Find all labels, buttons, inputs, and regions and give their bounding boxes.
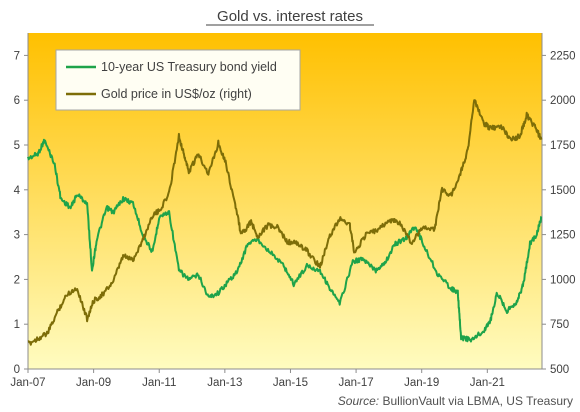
series-gold-price-line [27, 99, 543, 346]
x-axis-ticks: Jan-07 Jan-09 Jan-11 Jan-13 Jan-15 Jan-17 Jan-… [10, 369, 505, 389]
right-y-tick-label: 1000 [550, 274, 576, 286]
left-y-tick-label: 6 [14, 95, 20, 107]
left-y-tick-label: 3 [14, 230, 20, 242]
source-note: Source: BullionVault via LBMA, US Treasu… [338, 394, 573, 408]
right-y-tick-label: 1250 [550, 230, 576, 242]
x-tick-label: Jan-11 [142, 377, 176, 389]
legend-box [55, 49, 301, 111]
left-y-tick-label: 4 [14, 185, 21, 197]
source-label: Source: [338, 394, 379, 408]
right-y-tick-label: 2250 [550, 50, 576, 62]
left-y-tick-label: 1 [14, 319, 20, 331]
x-tick-label: Jan-15 [273, 377, 308, 389]
x-tick-label: Jan-07 [10, 377, 45, 389]
legend: 10-year US Treasury bond yield Gold pric… [55, 49, 301, 111]
right-y-tick-label: 750 [550, 319, 569, 331]
left-y-axis-ticks: 0 1 2 3 4 5 6 7 [14, 50, 28, 376]
left-y-tick-label: 0 [14, 364, 20, 376]
x-tick-label: Jan-19 [404, 377, 439, 389]
legend-label-gold-price: Gold price in US$/oz (right) [101, 87, 252, 101]
series-bond-yield-line [27, 138, 543, 343]
legend-label-bond-yield: 10-year US Treasury bond yield [101, 60, 277, 74]
right-y-tick-label: 1750 [550, 140, 576, 152]
source-text: BullionVault via LBMA, US Treasury [382, 394, 573, 408]
left-y-tick-label: 5 [14, 140, 20, 152]
series-layer [27, 99, 543, 346]
left-y-tick-label: 7 [14, 50, 20, 62]
left-y-tick-label: 2 [14, 274, 20, 286]
chart-title: Gold vs. interest rates [217, 8, 363, 25]
right-y-tick-label: 2000 [550, 95, 576, 107]
x-tick-label: Jan-21 [470, 377, 505, 389]
right-y-axis-ticks: 500 750 1000 1250 1500 1750 2000 2250 [542, 50, 576, 376]
x-tick-label: Jan-13 [207, 377, 242, 389]
x-tick-label: Jan-09 [76, 377, 111, 389]
right-y-tick-label: 1500 [550, 185, 576, 197]
x-tick-label: Jan-17 [338, 377, 373, 389]
right-y-tick-label: 500 [550, 364, 569, 376]
